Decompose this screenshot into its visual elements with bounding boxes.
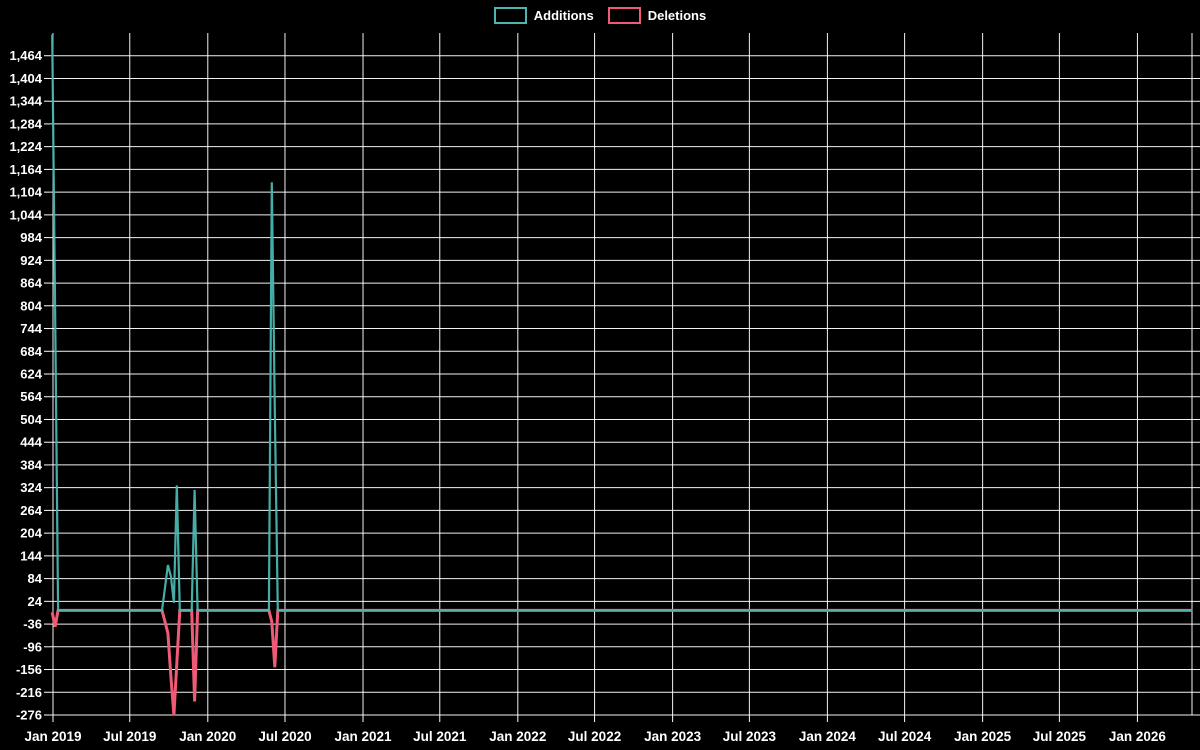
svg-text:204: 204 — [20, 526, 42, 541]
svg-text:Jul 2019: Jul 2019 — [103, 729, 156, 744]
svg-text:924: 924 — [20, 253, 42, 268]
svg-text:684: 684 — [20, 344, 42, 359]
svg-text:1,044: 1,044 — [9, 207, 42, 222]
legend-label-deletions: Deletions — [647, 8, 707, 23]
svg-text:504: 504 — [20, 412, 42, 427]
svg-text:144: 144 — [20, 548, 42, 563]
svg-text:Jul 2021: Jul 2021 — [413, 729, 467, 744]
additions-swatch-icon — [493, 7, 527, 24]
svg-text:384: 384 — [20, 457, 42, 472]
svg-text:1,224: 1,224 — [9, 139, 42, 154]
svg-text:-276: -276 — [16, 708, 42, 723]
legend-label-additions: Additions — [533, 8, 594, 23]
svg-text:Jan 2025: Jan 2025 — [954, 729, 1012, 744]
additions-line — [51, 34, 1193, 612]
svg-text:Jan 2021: Jan 2021 — [334, 729, 392, 744]
y-gridlines — [50, 55, 1200, 716]
svg-text:Jul 2025: Jul 2025 — [1033, 729, 1087, 744]
svg-text:Jul 2023: Jul 2023 — [723, 729, 777, 744]
svg-text:1,464: 1,464 — [9, 48, 42, 63]
x-tick-labels: Jan 2019 Jul 2019 Jan 2020 Jul 2020 Jan 2021… — [24, 729, 1166, 744]
svg-text:864: 864 — [20, 276, 42, 291]
svg-text:84: 84 — [28, 571, 43, 586]
svg-text:-216: -216 — [16, 685, 42, 700]
svg-text:1,404: 1,404 — [9, 71, 42, 86]
svg-text:564: 564 — [20, 389, 42, 404]
svg-text:Jul 2020: Jul 2020 — [258, 729, 311, 744]
svg-text:324: 324 — [20, 480, 42, 495]
svg-text:444: 444 — [20, 435, 42, 450]
svg-text:Jan 2026: Jan 2026 — [1109, 729, 1167, 744]
y-tick-marks — [44, 55, 50, 716]
svg-text:804: 804 — [20, 298, 42, 313]
svg-text:624: 624 — [20, 367, 42, 382]
svg-text:Jan 2020: Jan 2020 — [179, 729, 236, 744]
y-tick-labels: -276 -216 -156 -96 -36 24 84 144 204 264 324 384 444… — [9, 48, 42, 722]
svg-text:984: 984 — [20, 230, 42, 245]
svg-text:1,284: 1,284 — [9, 116, 42, 131]
svg-text:-36: -36 — [23, 617, 42, 632]
svg-text:24: 24 — [28, 594, 43, 609]
svg-text:-156: -156 — [16, 662, 42, 677]
svg-text:-96: -96 — [23, 639, 42, 654]
chart-legend: Additions Deletions — [0, 7, 1200, 24]
svg-text:Jan 2019: Jan 2019 — [24, 729, 81, 744]
deletions-swatch-icon — [607, 7, 641, 24]
svg-text:1,104: 1,104 — [9, 185, 42, 200]
legend-item-deletions[interactable]: Deletions — [607, 7, 707, 24]
svg-text:264: 264 — [20, 503, 42, 518]
legend-item-additions[interactable]: Additions — [493, 7, 594, 24]
svg-text:1,344: 1,344 — [9, 94, 42, 109]
svg-text:Jan 2022: Jan 2022 — [489, 729, 546, 744]
svg-text:Jul 2024: Jul 2024 — [878, 729, 932, 744]
svg-text:Jul 2022: Jul 2022 — [568, 729, 621, 744]
svg-text:Jan 2024: Jan 2024 — [799, 729, 857, 744]
svg-text:744: 744 — [20, 321, 42, 336]
svg-text:Jan 2023: Jan 2023 — [644, 729, 702, 744]
deletions-line — [50, 608, 1193, 716]
svg-text:1,164: 1,164 — [9, 162, 42, 177]
x-tick-marks — [52, 715, 1138, 722]
